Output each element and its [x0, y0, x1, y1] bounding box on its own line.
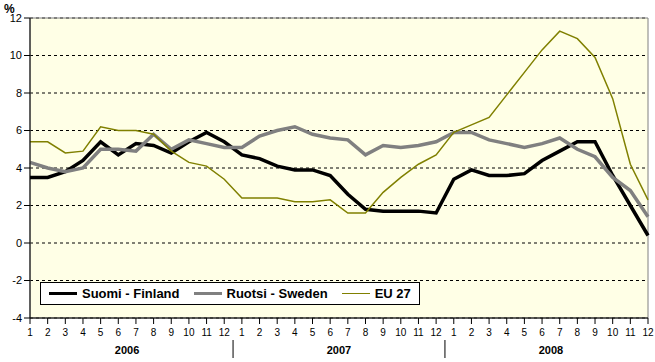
svg-text:5: 5 — [310, 327, 316, 338]
svg-text:7: 7 — [133, 327, 139, 338]
svg-text:7: 7 — [557, 327, 563, 338]
svg-text:11: 11 — [413, 327, 424, 338]
svg-text:2: 2 — [16, 199, 22, 211]
svg-text:1: 1 — [27, 327, 33, 338]
svg-text:4: 4 — [16, 162, 22, 174]
svg-text:12: 12 — [219, 327, 231, 338]
svg-text:8: 8 — [575, 327, 581, 338]
svg-text:12: 12 — [431, 327, 443, 338]
svg-text:12: 12 — [10, 12, 22, 24]
svg-text:4: 4 — [504, 327, 510, 338]
svg-text:2: 2 — [45, 327, 51, 338]
svg-text:3: 3 — [274, 327, 280, 338]
html-text:EU 27: EU 27 — [374, 286, 411, 301]
svg-text:4: 4 — [80, 327, 86, 338]
svg-text:2007: 2007 — [327, 344, 351, 356]
svg-text:10: 10 — [607, 327, 619, 338]
svg-text:9: 9 — [592, 327, 598, 338]
svg-text:2006: 2006 — [115, 344, 139, 356]
svg-text:0: 0 — [16, 237, 22, 249]
svg-text:7: 7 — [345, 327, 351, 338]
svg-text:8: 8 — [16, 87, 22, 99]
svg-text:11: 11 — [201, 327, 212, 338]
svg-text:5: 5 — [98, 327, 104, 338]
svg-text:6: 6 — [539, 327, 545, 338]
svg-text:3: 3 — [486, 327, 492, 338]
svg-text:-2: -2 — [12, 274, 22, 286]
svg-text:6: 6 — [327, 327, 333, 338]
svg-text:12: 12 — [642, 327, 647, 338]
svg-text:-4: -4 — [12, 312, 22, 324]
svg-text:4: 4 — [292, 327, 298, 338]
svg-text:3: 3 — [63, 327, 69, 338]
svg-text:1: 1 — [451, 327, 457, 338]
svg-text:2: 2 — [257, 327, 263, 338]
svg-text:6: 6 — [16, 124, 22, 136]
svg-text:2: 2 — [469, 327, 475, 338]
svg-text:2008: 2008 — [539, 344, 563, 356]
svg-text:9: 9 — [168, 327, 174, 338]
svg-text:8: 8 — [151, 327, 157, 338]
svg-text:9: 9 — [380, 327, 386, 338]
svg-text:5: 5 — [522, 327, 528, 338]
svg-text:8: 8 — [363, 327, 369, 338]
svg-text:6: 6 — [116, 327, 122, 338]
svg-text:10: 10 — [183, 327, 195, 338]
html-text:Suomi - Finland: Suomi - Finland — [82, 286, 180, 301]
svg-text:1: 1 — [239, 327, 245, 338]
svg-text:11: 11 — [625, 327, 636, 338]
svg-text:10: 10 — [10, 49, 22, 61]
html-text:Ruotsi - Sweden: Ruotsi - Sweden — [226, 286, 328, 301]
svg-text:10: 10 — [395, 327, 407, 338]
